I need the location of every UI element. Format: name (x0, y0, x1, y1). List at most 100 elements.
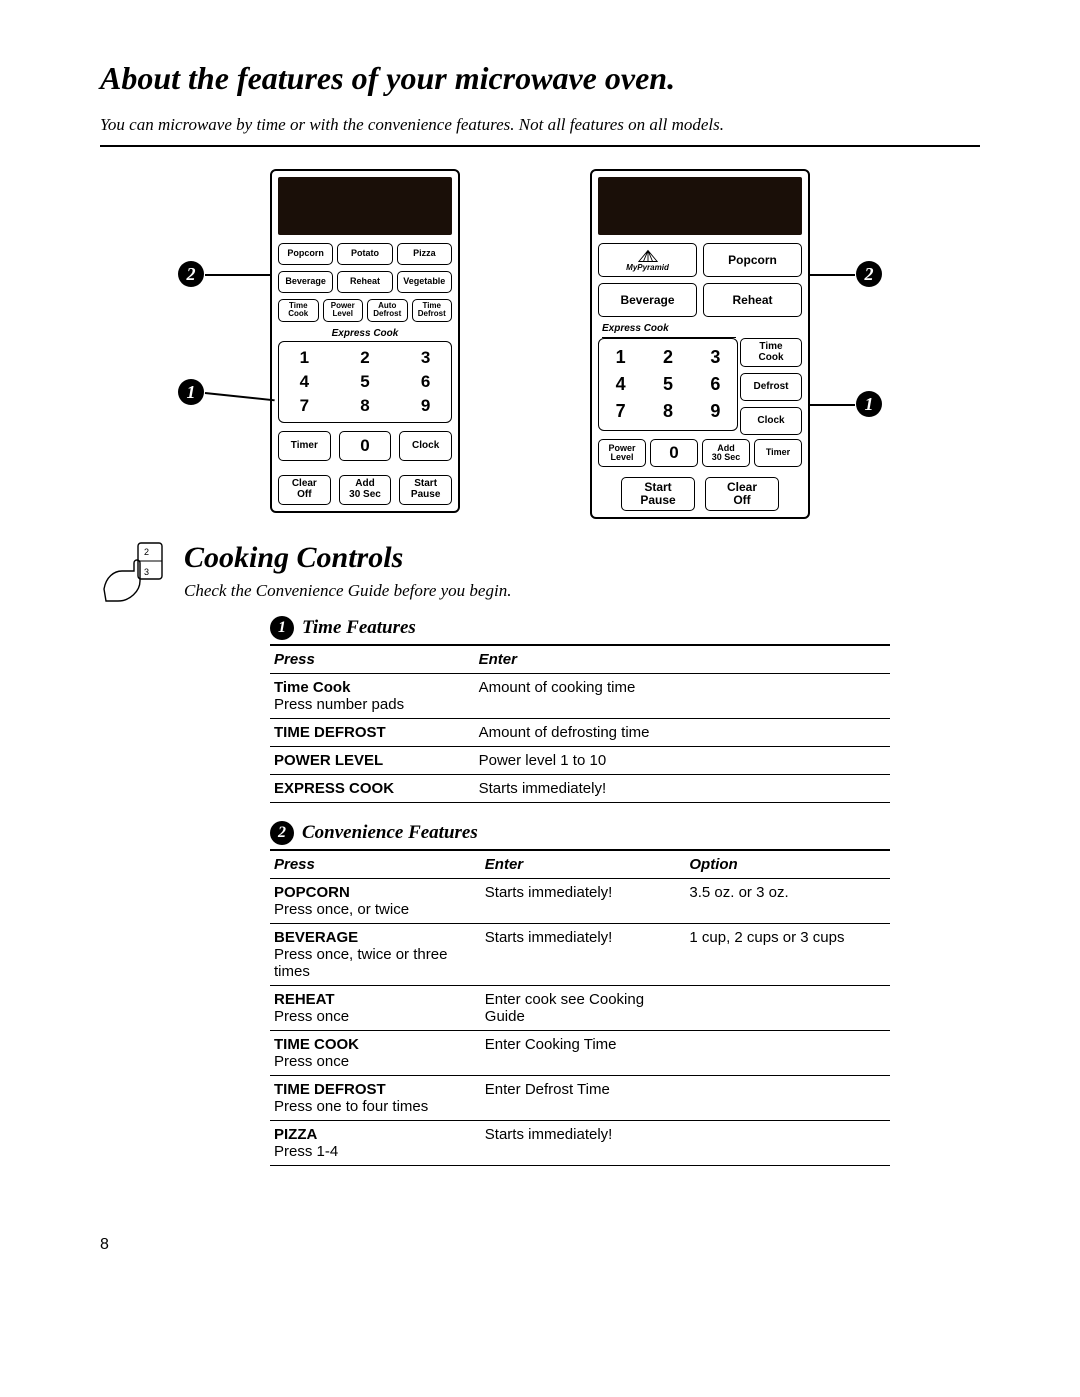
press: TIME DEFROST (274, 724, 386, 741)
panel-2-main: 1 2 3 4 5 6 7 8 9 TimeCook Defrost Clock (598, 338, 802, 431)
press: POWER LEVEL (274, 752, 383, 769)
num-4: 4 (287, 372, 322, 392)
time-features-title: Time Features (302, 617, 416, 639)
enter: Starts immediately! (481, 1121, 686, 1166)
enter: Enter cook see Cooking Guide (481, 986, 686, 1031)
panel-1-display (278, 177, 452, 235)
svg-text:2: 2 (144, 547, 149, 557)
press-sub: Press once, or twice (274, 901, 409, 918)
option (685, 1031, 890, 1076)
enter: Starts immediately! (481, 924, 686, 986)
press: POPCORN (274, 884, 350, 901)
table-row: POPCORNPress once, or twice Starts immed… (270, 879, 890, 924)
express-cook-label: Express Cook (278, 328, 452, 339)
pyramid-icon (637, 249, 659, 263)
callout-line (205, 392, 275, 401)
bullet-2: 2 (270, 821, 294, 845)
btn-beverage: Beverage (278, 271, 333, 293)
svg-text:3: 3 (144, 567, 149, 577)
btn-popcorn: Popcorn (278, 243, 333, 265)
btn-timedefrost: TimeDefrost (412, 299, 453, 322)
enter: Starts immediately! (475, 775, 890, 803)
express-cook-label-2: Express Cook (602, 323, 802, 334)
btn-powerlevel-2: PowerLevel (598, 439, 646, 467)
table-row: TIME DEFROSTPress one to four times Ente… (270, 1076, 890, 1121)
btn-defrost-2: Defrost (740, 373, 802, 401)
btn-pizza: Pizza (397, 243, 452, 265)
panel-1-wrap: 2 1 Popcorn Potato Pizza Beverage Reheat… (270, 169, 460, 519)
conv-features-table: Press Enter Option POPCORNPress once, or… (270, 849, 890, 1166)
enter: Starts immediately! (481, 879, 686, 924)
cooking-controls-title: Cooking Controls (184, 541, 511, 575)
press-sub: Press once (274, 1008, 349, 1025)
btn-clearoff-2: ClearOff (705, 477, 779, 511)
page-number: 8 (100, 1236, 980, 1254)
panel-2-display (598, 177, 802, 235)
table-row: TIME DEFROST Amount of defrosting time (270, 719, 890, 747)
btn-mypyramid: MyPyramid (598, 243, 697, 277)
table-row: Time CookPress number pads Amount of coo… (270, 674, 890, 719)
btn-clock-2: Clock (740, 407, 802, 435)
press-sub: Press once, twice or three times (274, 946, 447, 980)
table-row: PIZZAPress 1-4 Starts immediately! (270, 1121, 890, 1166)
time-features-table: Press Enter Time CookPress number pads A… (270, 644, 890, 803)
hand-svg: 2 3 (100, 541, 166, 611)
btn-add30-2: Add30 Sec (702, 439, 750, 467)
convenience-features: 2 Convenience Features Press Enter Optio… (270, 821, 980, 1166)
cooking-controls-section: 2 3 Cooking Controls Check the Convenien… (100, 541, 980, 616)
btn-reheat-2: Reheat (703, 283, 802, 317)
panel-1-bottom2: ClearOff Add30 Sec StartPause (278, 475, 452, 505)
panel-1-row1: Popcorn Potato Pizza (278, 243, 452, 265)
press-sub: Press 1-4 (274, 1143, 338, 1160)
panel-2-numpad: 1 2 3 4 5 6 7 8 9 (598, 338, 738, 431)
option: 1 cup, 2 cups or 3 cups (685, 924, 890, 986)
panel-2-side: TimeCook Defrost Clock (740, 338, 802, 435)
enter: Enter Defrost Time (481, 1076, 686, 1121)
panel-1-row2: Beverage Reheat Vegetable (278, 271, 452, 293)
option (685, 986, 890, 1031)
option (685, 1076, 890, 1121)
table-row: BEVERAGEPress once, twice or three times… (270, 924, 890, 986)
panel-2-row2: Beverage Reheat (598, 283, 802, 317)
control-panels: 2 1 Popcorn Potato Pizza Beverage Reheat… (100, 169, 980, 519)
btn-add30: Add30 Sec (339, 475, 392, 505)
btn-vegetable: Vegetable (397, 271, 452, 293)
btn-timer: Timer (278, 431, 331, 461)
callout-1: 1 (178, 379, 204, 405)
num-5: 5 (654, 374, 681, 395)
mypyramid-label: MyPyramid (626, 263, 669, 272)
enter: Amount of cooking time (475, 674, 890, 719)
press: EXPRESS COOK (274, 780, 394, 797)
num-9: 9 (702, 401, 729, 422)
num-6: 6 (702, 374, 729, 395)
num-4: 4 (607, 374, 634, 395)
num-1: 1 (607, 347, 634, 368)
enter: Power level 1 to 10 (475, 747, 890, 775)
press: BEVERAGE (274, 929, 358, 946)
th-press: Press (270, 850, 481, 879)
btn-autodefrost: AutoDefrost (367, 299, 408, 322)
btn-reheat: Reheat (337, 271, 392, 293)
panel-1-bottom1: Timer 0 Clock (278, 431, 452, 461)
btn-clearoff: ClearOff (278, 475, 331, 505)
btn-beverage-2: Beverage (598, 283, 697, 317)
press: PIZZA (274, 1126, 317, 1143)
enter: Enter Cooking Time (481, 1031, 686, 1076)
press-sub: Press once (274, 1053, 349, 1070)
table-row: REHEATPress once Enter cook see Cooking … (270, 986, 890, 1031)
cooking-controls-subtitle: Check the Convenience Guide before you b… (184, 581, 511, 601)
btn-zero: 0 (339, 431, 392, 461)
num-6: 6 (408, 372, 443, 392)
num-8: 8 (654, 401, 681, 422)
time-features: 1 Time Features Press Enter Time CookPre… (270, 616, 980, 803)
option: 3.5 oz. or 3 oz. (685, 879, 890, 924)
press: TIME DEFROST (274, 1081, 386, 1098)
th-press: Press (270, 645, 475, 674)
num-2: 2 (654, 347, 681, 368)
press: Time Cook (274, 679, 350, 696)
th-option: Option (685, 850, 890, 879)
option (685, 1121, 890, 1166)
callout-2: 2 (178, 261, 204, 287)
btn-popcorn-2: Popcorn (703, 243, 802, 277)
press-sub: Press one to four times (274, 1098, 428, 1115)
